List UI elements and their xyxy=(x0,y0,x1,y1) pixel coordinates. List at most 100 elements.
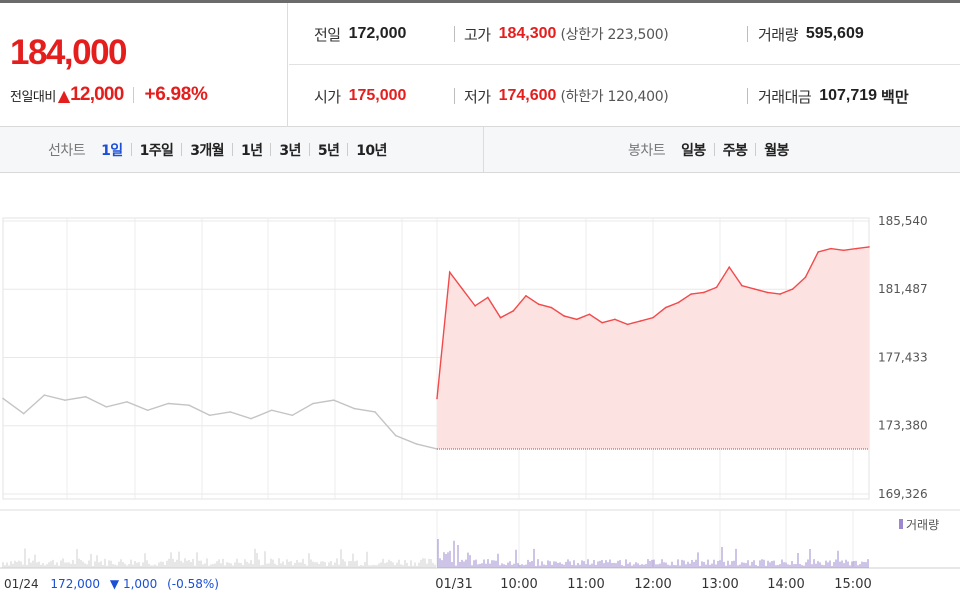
volume-legend: 거래량 xyxy=(899,518,939,532)
tab-divider xyxy=(308,143,310,156)
open-cell: 시가 175,000 xyxy=(314,65,406,127)
prev-day-point xyxy=(415,443,418,445)
price-change: 전일대비 ▲ 12,000 +6.98% xyxy=(10,83,208,107)
tab-divider xyxy=(130,143,132,156)
tab-3y[interactable]: 3년 xyxy=(279,142,301,159)
volume-label: 거래량 xyxy=(758,25,798,44)
prev-day-point xyxy=(43,394,46,396)
prev-day-line xyxy=(2,394,438,450)
tab-divider xyxy=(181,143,183,156)
y-tick-label: 169,326 xyxy=(878,487,928,501)
today-point xyxy=(588,313,591,316)
prev-day-point xyxy=(126,401,128,403)
y-tick-label: 173,380 xyxy=(878,419,928,433)
tab-5y[interactable]: 5년 xyxy=(317,142,340,159)
today-point xyxy=(868,246,870,248)
prev-day-point xyxy=(374,411,376,413)
amount-label: 거래대금 xyxy=(758,87,812,106)
prev-day-point xyxy=(64,399,66,401)
tab-divider xyxy=(270,143,272,156)
prev-close-value: 172,000 xyxy=(348,25,407,42)
quote-info-row-1: 전일 172,000 고가 184,300 (상한가 223,500) 거래량 … xyxy=(289,3,960,65)
chart-axes: 185,540 181,487 177,433 173,380 169,326 01/31… xyxy=(435,214,927,592)
x-tick-label: 01/31 xyxy=(435,577,472,592)
today-point xyxy=(817,251,819,253)
prev-day-point xyxy=(167,402,170,405)
chart-plot xyxy=(2,246,870,450)
tab-1y[interactable]: 1년 xyxy=(240,142,263,159)
tab-monthly-candle[interactable]: 월봉 xyxy=(764,142,789,159)
prev-day-point xyxy=(291,414,294,417)
low-cell: 저가 174,600 (하한가 120,400) xyxy=(464,65,669,127)
tab-weekly-candle[interactable]: 주봉 xyxy=(722,142,748,159)
amount-cell: 거래대금 107,719 백만 xyxy=(758,65,909,127)
tab-10y[interactable]: 10년 xyxy=(356,142,387,159)
quote-info-grid: 전일 172,000 고가 184,300 (상한가 223,500) 거래량 … xyxy=(289,3,960,127)
today-point xyxy=(715,286,718,289)
high-value: 184,300 xyxy=(498,25,557,42)
change-label: 전일대비 xyxy=(10,89,56,105)
today-point xyxy=(842,249,845,252)
price-chart-svg: 185,540 181,487 177,433 173,380 169,326 01/31… xyxy=(0,214,960,592)
prev-day-close: 172,000 xyxy=(50,577,100,591)
prev-day-change: 1,000 xyxy=(123,577,157,591)
low-value: 174,600 xyxy=(498,87,557,104)
prev-day-point xyxy=(188,404,190,407)
today-point xyxy=(664,306,667,309)
current-price: 184,000 xyxy=(10,33,128,72)
tab-divider xyxy=(347,143,349,156)
prev-day-point xyxy=(22,412,25,415)
today-point xyxy=(830,247,832,250)
open-label: 시가 xyxy=(314,87,341,106)
today-point xyxy=(461,288,464,290)
line-chart-tabs: 선차트 1일 1주일 3개월 1년 3년 5년 10년 xyxy=(0,127,484,172)
tab-divider xyxy=(755,143,757,156)
today-point xyxy=(499,316,502,319)
high-cell: 고가 184,300 (상한가 223,500) xyxy=(464,3,669,65)
today-point xyxy=(474,305,476,307)
tab-daily-candle[interactable]: 일봉 xyxy=(681,142,706,159)
today-area xyxy=(437,246,869,449)
x-tick-label: 10:00 xyxy=(500,577,537,592)
x-tick-label: 14:00 xyxy=(767,577,804,592)
line-chart-label: 선차트 xyxy=(48,142,86,159)
today-point xyxy=(639,320,642,322)
upper-limit: (상한가 223,500) xyxy=(560,27,669,43)
today-point xyxy=(487,296,489,299)
amount-value: 107,719 xyxy=(819,87,878,104)
tab-3m[interactable]: 3개월 xyxy=(190,142,224,159)
today-point xyxy=(791,288,794,290)
today-point xyxy=(677,301,680,304)
today-point xyxy=(753,288,756,290)
candle-chart-label: 봉차트 xyxy=(628,142,666,159)
tab-divider xyxy=(231,143,233,156)
tab-divider xyxy=(713,143,715,156)
up-arrow-icon: ▲ xyxy=(57,85,71,105)
volume-plot xyxy=(2,538,869,568)
divider xyxy=(747,26,748,42)
low-label: 저가 xyxy=(464,87,491,106)
x-tick-label: 12:00 xyxy=(634,577,671,592)
chart-tab-bar: 선차트 1일 1주일 3개월 1년 3년 5년 10년 봉차트 일봉 주봉 월봉 xyxy=(0,127,960,173)
divider xyxy=(747,88,748,104)
prev-day-point xyxy=(270,409,273,412)
today-point xyxy=(448,271,451,273)
quote-info-row-2: 시가 175,000 저가 174,600 (하한가 120,400) 거래대금… xyxy=(289,65,960,127)
prev-day-point xyxy=(394,434,397,437)
divider xyxy=(454,26,455,42)
prev-day-point xyxy=(353,407,356,410)
tab-1w[interactable]: 1주일 xyxy=(139,142,174,159)
volume-cell: 거래량 595,609 xyxy=(758,3,864,65)
today-point xyxy=(537,303,540,305)
prev-day-date: 01/24 xyxy=(4,577,39,591)
change-divider xyxy=(133,87,135,103)
price-chart: 185,540 181,487 177,433 173,380 169,326 01/31… xyxy=(0,173,960,612)
prev-day-point xyxy=(229,411,232,413)
y-tick-label: 185,540 xyxy=(878,214,928,228)
change-percent: +6.98% xyxy=(144,84,208,105)
prev-day-point xyxy=(312,402,314,405)
high-label: 고가 xyxy=(464,25,491,44)
change-amount: 12,000 xyxy=(70,84,124,105)
tab-1d[interactable]: 1일 xyxy=(101,142,123,159)
prev-day-summary: 01/24 172,000 ▼ 1,000 (-0.58%) xyxy=(4,577,219,591)
